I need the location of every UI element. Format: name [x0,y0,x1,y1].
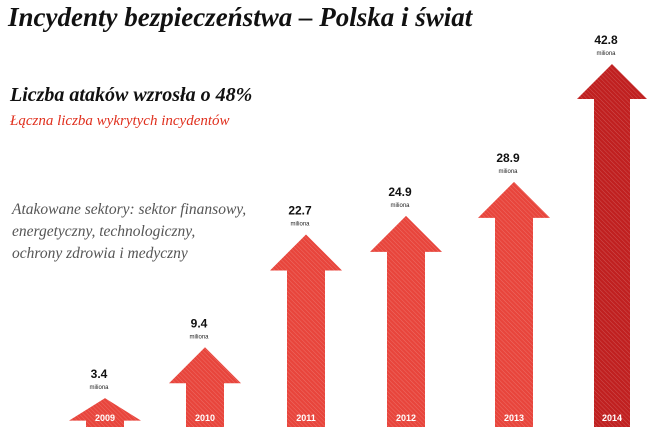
value-label: 3.4 [91,367,108,381]
year-label: 2009 [95,413,115,423]
unit-label: miliona [189,334,209,340]
unit-label: miliona [498,169,518,175]
arrow-hatch-2011 [270,234,342,427]
arrow-hatch-2012 [370,215,442,427]
arrow-hatch-2010 [169,347,241,427]
arrow-hatch-2014 [577,64,647,427]
unit-label: miliona [89,385,109,391]
value-label: 9.4 [191,316,208,330]
year-label: 2014 [602,413,622,423]
value-label: 28.9 [496,151,520,165]
unit-label: miliona [390,203,410,209]
year-label: 2012 [396,413,416,423]
year-label: 2010 [195,413,215,423]
arrow-hatch-2009 [69,398,141,427]
unit-label: miliona [290,221,310,227]
sectors-note: Atakowane sektory: sektor finansowy, ene… [12,201,247,262]
unit-label: miliona [596,51,616,57]
value-label: 24.9 [388,185,412,199]
year-label: 2013 [504,413,524,423]
arrow-hatch-2013 [478,181,550,427]
value-label: 42.8 [594,33,618,47]
headline: Liczba ataków wzrosła o 48% [10,84,253,106]
chart-caption: Łączna liczba wykrytych incydentów [10,113,230,129]
year-label: 2011 [296,413,316,423]
page-title: Incydenty bezpieczeństwa – Polska i świa… [8,2,473,32]
value-label: 22.7 [288,203,312,217]
